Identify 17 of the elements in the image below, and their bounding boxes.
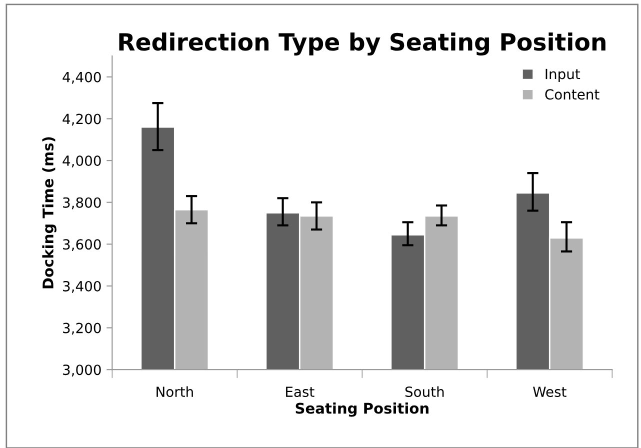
y-tick-label: 4,400 [62,72,101,84]
x-tick-label: South [405,386,444,398]
y-axis-title: Docking Time (ms) [42,137,56,288]
x-axis-title: Seating Position [296,402,428,417]
y-tick-label: 3,400 [63,280,101,293]
y-tick-label: 3,800 [63,197,101,210]
legend-label: Content [545,89,600,100]
x-tick-label: East [286,386,314,398]
y-tick-label: 3,000 [63,364,101,376]
legend-label: Input [546,68,580,82]
y-tick-label: 4,000 [62,156,101,168]
chart-title: Redirection Type by Seating Position [119,32,606,56]
y-tick-label: 3,200 [63,322,101,335]
y-tick-label: 3,600 [63,239,101,252]
y-tick-label: 4,200 [62,114,101,126]
x-tick-label: North [156,386,193,398]
x-tick-label: West [533,386,566,398]
